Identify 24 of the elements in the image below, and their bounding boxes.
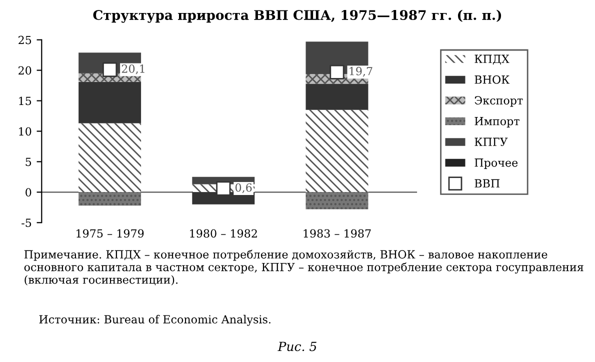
data-label: 20,1: [122, 64, 144, 74]
x-tick-label: 1983 – 1987: [304, 229, 371, 238]
legend-label: Прочее: [474, 158, 518, 169]
y-tick-label: -5: [22, 218, 32, 228]
legend-label: КПГУ: [474, 138, 508, 146]
legend-label: Импорт: [474, 117, 520, 128]
y-tick-label: 5: [26, 158, 32, 166]
chart-title: Структура прироста ВВП США, 1975—1987 гг. (п. п.): [93, 10, 502, 23]
legend-label: Экспорт: [474, 96, 523, 107]
y-tick-label: 20: [18, 66, 32, 75]
x-tick-label: 1980 – 1982: [190, 229, 257, 238]
data-label: 0,6: [235, 183, 252, 194]
y-tick-label: 15: [19, 96, 32, 106]
legend-label: КПДХ: [474, 54, 510, 65]
y-tick-label: 0: [26, 188, 32, 197]
legend-label: ВВП: [474, 179, 500, 188]
text: Источник: Bureau of Economic Analysis.: [39, 314, 270, 326]
x-tick-label: 1975 – 1979: [76, 229, 144, 238]
text: Примечание. КПДХ – конечное потребление домохозяйств, ВНОК – валовое накопление основного капитала в частном секторе, КПГУ – конечное потребление сектора госуправления (включая госинвестиции).: [24, 250, 584, 286]
y-tick-label: 25: [18, 36, 32, 44]
y-tick-label: 10: [19, 127, 32, 136]
text: Рис. 5: [278, 342, 316, 352]
data-label: 19,7: [350, 66, 372, 77]
legend-label: ВНОК: [474, 75, 510, 84]
